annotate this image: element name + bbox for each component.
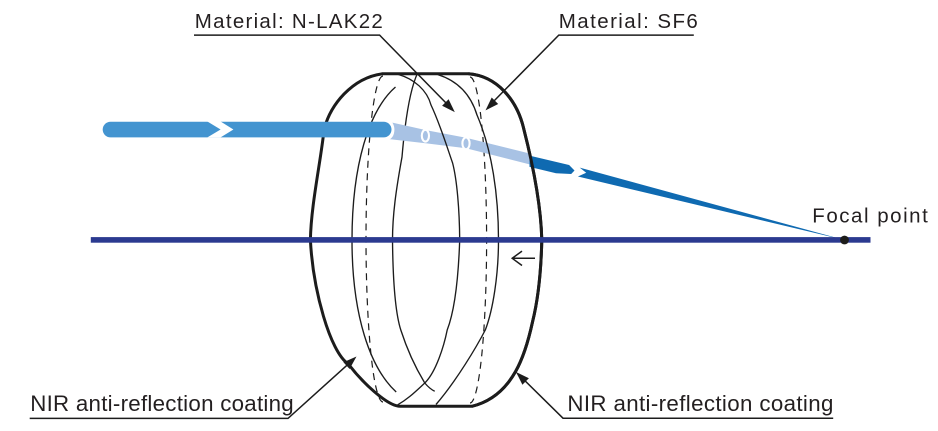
svg-text:NIR anti-reflection coating: NIR anti-reflection coating — [30, 391, 294, 416]
svg-text:Material: SF6: Material: SF6 — [559, 10, 698, 33]
svg-text:Focal point: Focal point — [812, 205, 928, 228]
svg-text:Material: N-LAK22: Material: N-LAK22 — [195, 10, 383, 33]
svg-text:NIR anti-reflection coating: NIR anti-reflection coating — [567, 391, 833, 416]
